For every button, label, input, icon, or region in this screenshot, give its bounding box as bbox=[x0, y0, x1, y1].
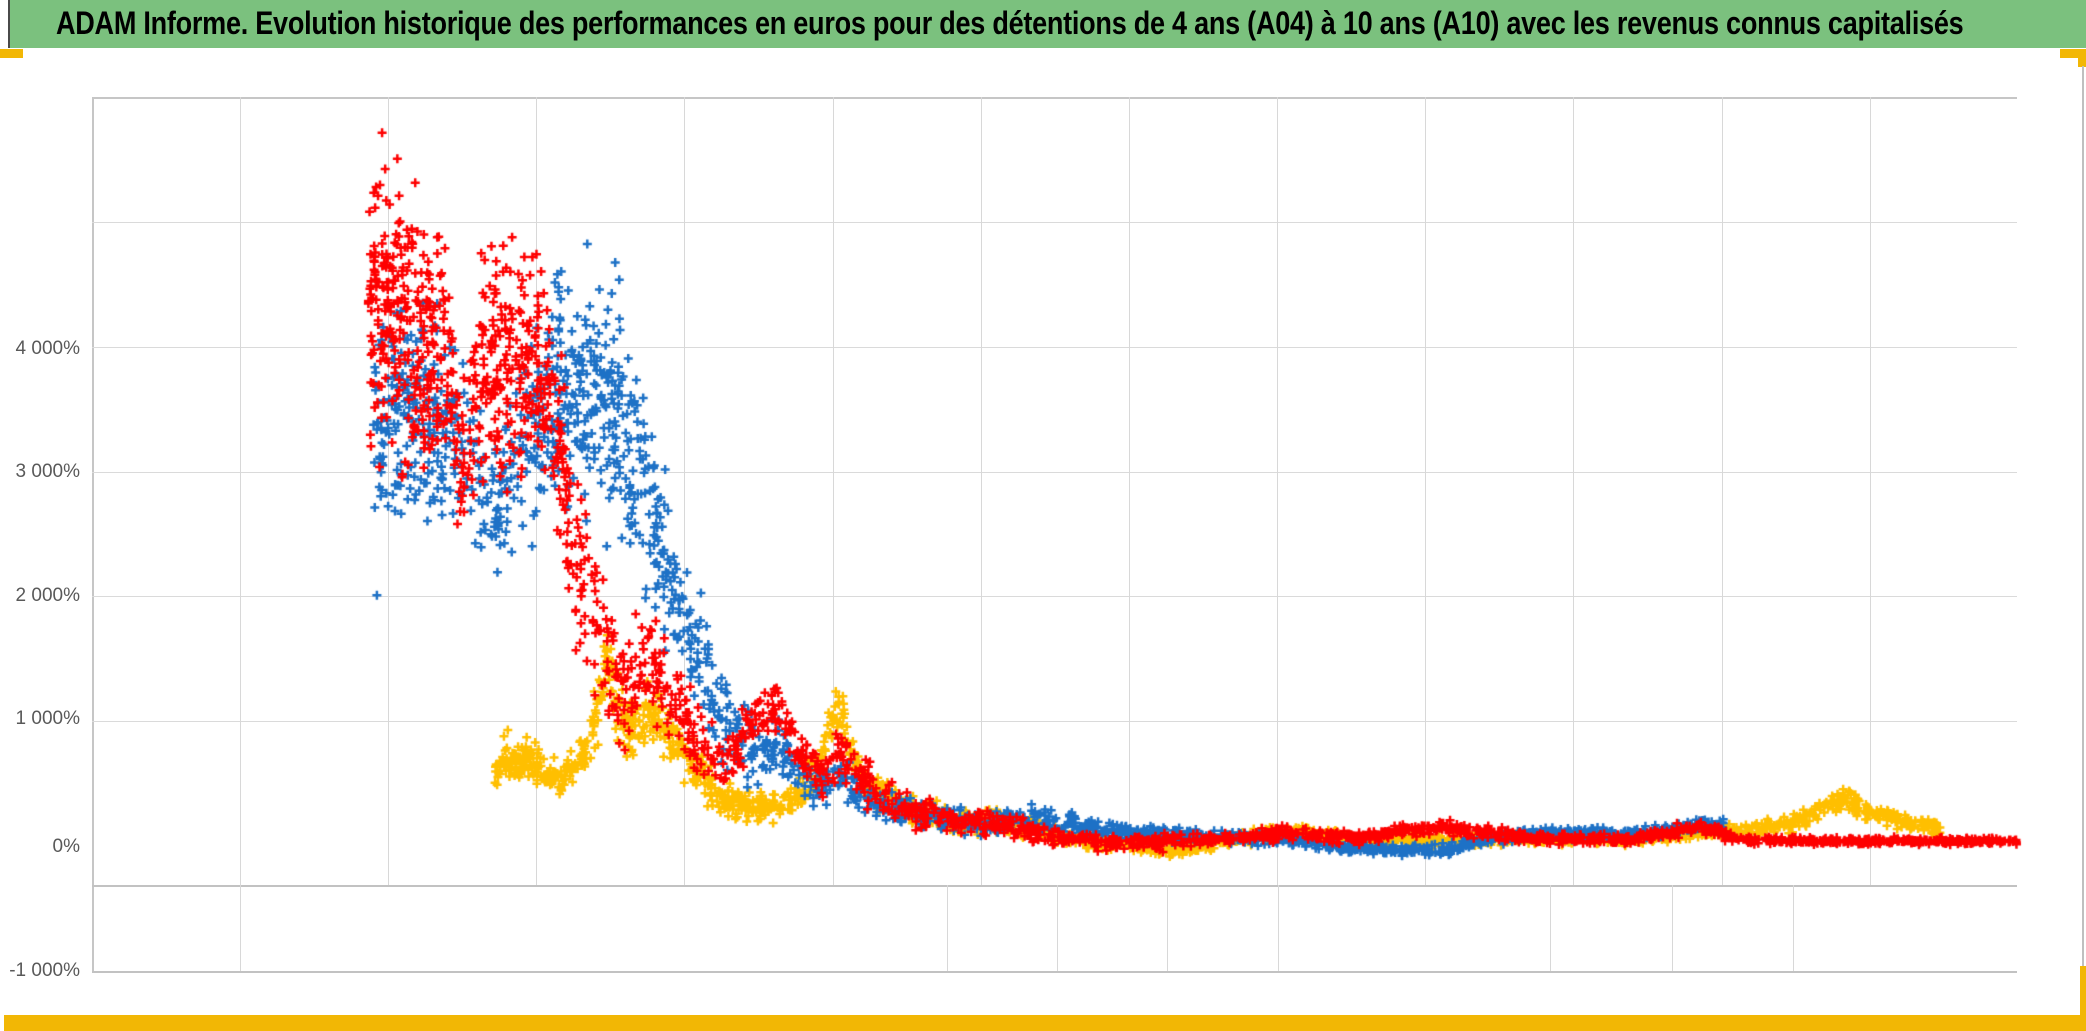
excel-window: ADAM Informe. Evolution historique des p… bbox=[0, 0, 2086, 1031]
scatter-points-canvas bbox=[0, 0, 2086, 1031]
